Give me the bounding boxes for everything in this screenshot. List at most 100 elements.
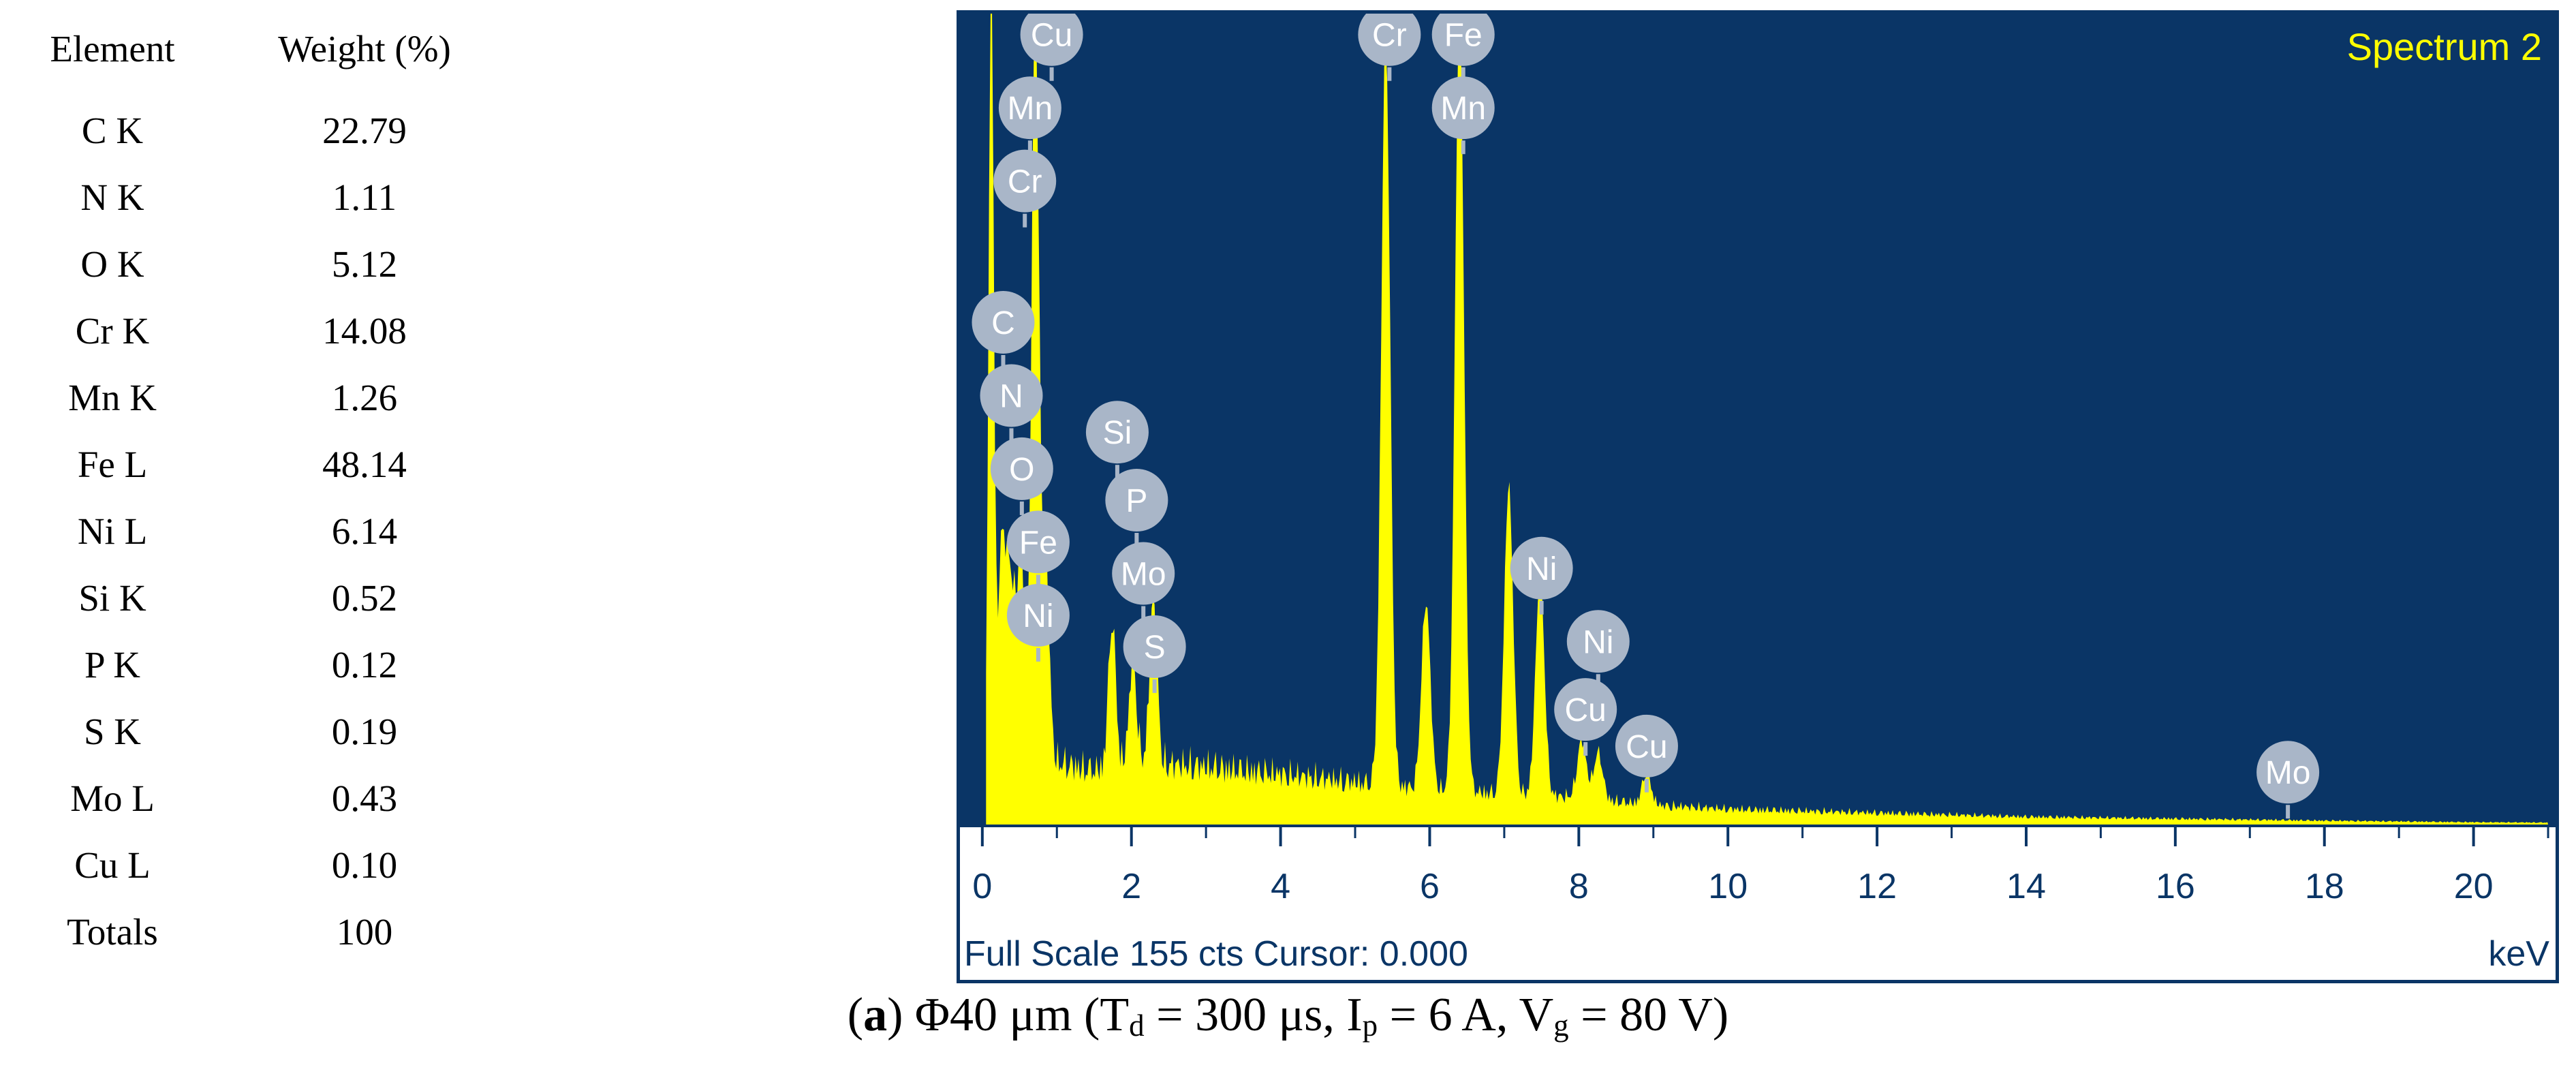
row-element: N K <box>80 176 144 218</box>
row-weight: 0.12 <box>331 644 398 686</box>
row-weight: 0.43 <box>331 777 398 819</box>
element-marker-label: Mn <box>1008 91 1053 127</box>
element-marker: Mo <box>1112 542 1175 620</box>
row-weight: 48.14 <box>322 444 407 485</box>
element-marker: Ni <box>1510 536 1573 615</box>
table-row: C K 22.79 <box>20 109 565 170</box>
x-tick-label: 6 <box>1420 867 1440 906</box>
caption-text-3: = 6 A, V <box>1378 989 1554 1041</box>
row-element: O K <box>80 243 144 285</box>
table-row: Cu L 0.10 <box>20 844 565 905</box>
element-marker: P <box>1105 469 1168 546</box>
element-marker: Mn <box>1431 76 1495 155</box>
element-marker: N <box>980 364 1043 442</box>
x-tick: 20 <box>2454 827 2549 906</box>
row-weight: 6.14 <box>331 510 398 552</box>
row-element: Mn K <box>68 377 157 418</box>
row-element: Ni L <box>77 510 148 552</box>
element-marker: Cu <box>1615 714 1678 792</box>
table-row: Mo L 0.43 <box>20 777 565 838</box>
x-tick-label: 18 <box>2305 867 2344 906</box>
x-tick-label: 0 <box>972 867 992 906</box>
table-row: N K 1.11 <box>20 176 565 237</box>
composition-table: Element Weight (%) C K 22.79 N K 1.11 O … <box>20 27 565 981</box>
x-tick-label: 4 <box>1271 867 1290 906</box>
caption-label: a <box>863 989 888 1041</box>
table-row: P K 0.12 <box>20 643 565 705</box>
spectrum-chart: Cu Mn Cr C N O Fe Ni Si P Mo S Cr Fe Mn Ni Ni Cu Cu Mo Spec… <box>960 14 2556 974</box>
x-tick-label: 14 <box>2006 867 2046 906</box>
element-marker-label: C <box>991 305 1015 341</box>
element-marker-label: S <box>1144 630 1166 666</box>
row-element: S K <box>83 711 142 752</box>
element-marker-label: Cu <box>1565 692 1607 728</box>
x-tick-label: 12 <box>1857 867 1897 906</box>
element-marker-layer: Cu Mn Cr C N O Fe Ni Si P Mo S Cr Fe Mn Ni Ni Cu Cu Mo <box>972 14 2320 819</box>
caption-sub-d: d <box>1129 1008 1145 1043</box>
row-element: Cu L <box>74 844 151 886</box>
element-marker: C <box>972 290 1035 369</box>
table-row: Si K 0.52 <box>20 576 565 638</box>
table-row: Mn K 1.26 <box>20 376 565 437</box>
element-marker-label: Si <box>1103 415 1132 451</box>
x-tick: 2 <box>1121 827 1207 906</box>
row-element: C K <box>81 110 144 151</box>
element-marker-label: N <box>999 378 1023 414</box>
element-marker-label: P <box>1126 483 1147 519</box>
row-element: Mo L <box>70 777 155 819</box>
totals-label: Totals <box>67 911 158 953</box>
element-marker-label: Cr <box>1372 18 1407 54</box>
spectrum-title: Spectrum 2 <box>2347 25 2542 68</box>
row-element: Fe L <box>77 444 148 485</box>
x-axis-unit: keV <box>2488 934 2549 974</box>
element-marker: Mo <box>2256 741 2320 819</box>
x-axis-ticks: 0 2 4 6 8 10 12 14 16 18 20 <box>972 827 2549 906</box>
element-marker-label: Fe <box>1019 525 1057 561</box>
x-tick-label: 20 <box>2454 867 2494 906</box>
row-weight: 14.08 <box>322 310 407 352</box>
row-weight: 0.10 <box>331 844 398 886</box>
element-marker: Mn <box>998 76 1061 155</box>
plot-background <box>960 14 2556 825</box>
row-weight: 5.12 <box>331 243 398 285</box>
table-row: Ni L 6.14 <box>20 510 565 571</box>
x-tick-label: 16 <box>2156 867 2195 906</box>
caption-sub-g: g <box>1553 1008 1569 1043</box>
row-weight: 1.11 <box>332 176 397 218</box>
element-marker-label: Mo <box>1121 556 1166 592</box>
table-row: S K 0.19 <box>20 710 565 771</box>
caption-text-2: = 300 μs, I <box>1144 989 1363 1041</box>
element-marker: Cu <box>1554 678 1617 756</box>
caption-sub-p: p <box>1362 1008 1378 1043</box>
figure-caption: (a) Φ40 μm (Td = 300 μs, Ip = 6 A, Vg = … <box>847 989 1729 1043</box>
caption-text-4: = 80 V) <box>1568 989 1729 1041</box>
element-marker-label: O <box>1009 452 1034 488</box>
row-weight: 1.26 <box>331 377 398 418</box>
element-marker-label: Mn <box>1440 91 1486 127</box>
element-marker-label: Ni <box>1526 551 1557 587</box>
x-tick: 16 <box>2156 827 2251 906</box>
x-tick: 6 <box>1420 827 1506 906</box>
header-weight: Weight (%) <box>278 28 451 70</box>
x-tick: 18 <box>2305 827 2400 906</box>
element-marker-label: Ni <box>1583 624 1613 660</box>
element-marker-label: Cr <box>1008 164 1042 200</box>
x-tick: 8 <box>1569 827 1655 906</box>
table-row: Fe L 48.14 <box>20 443 565 504</box>
element-marker: Ni <box>1006 583 1070 662</box>
x-tick: 0 <box>972 827 1058 906</box>
table-header: Element Weight (%) <box>20 27 565 89</box>
element-marker: S <box>1123 615 1186 693</box>
element-marker: Cu <box>1020 14 1083 81</box>
row-weight: 22.79 <box>322 110 407 151</box>
row-weight: 0.19 <box>331 711 398 752</box>
element-marker-label: Cu <box>1031 18 1072 54</box>
x-tick-label: 8 <box>1569 867 1589 906</box>
element-marker-label: Mo <box>2265 755 2311 791</box>
x-tick-label: 2 <box>1121 867 1141 906</box>
x-tick: 14 <box>2006 827 2102 906</box>
header-element: Element <box>50 28 175 70</box>
element-marker: Cr <box>1358 14 1421 81</box>
row-element: Si K <box>78 577 146 619</box>
caption-text-1: Φ40 μm (T <box>914 989 1130 1041</box>
